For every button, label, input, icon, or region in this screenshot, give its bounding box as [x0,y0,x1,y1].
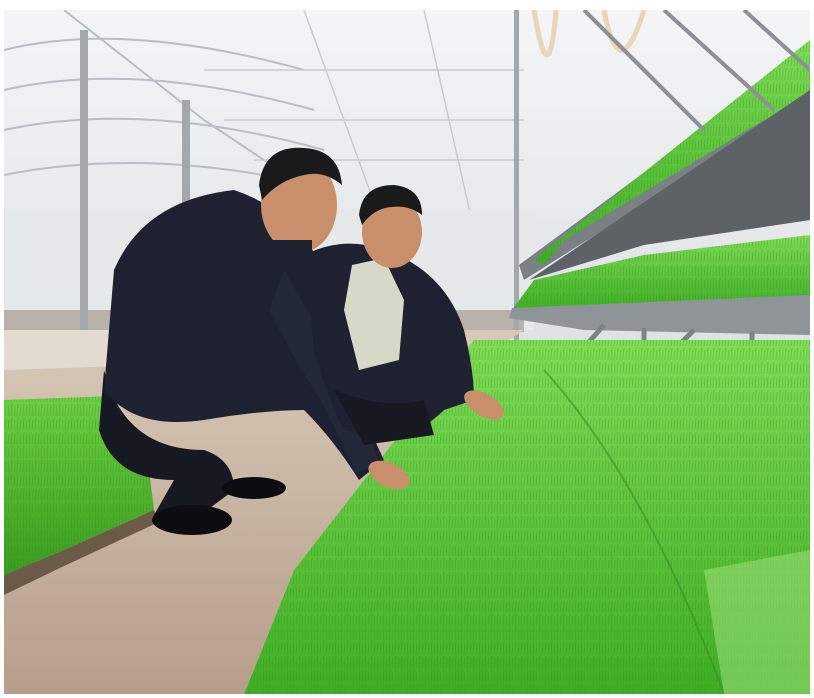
main-seedling-bed [244,340,810,694]
greenhouse-photo [4,10,810,694]
upper-seedling-rack [519,10,810,280]
person-back-crouching [304,185,504,445]
greenhouse-scene [4,10,810,694]
middle-seedling-rack [509,235,810,412]
path-side-strip [4,330,124,370]
